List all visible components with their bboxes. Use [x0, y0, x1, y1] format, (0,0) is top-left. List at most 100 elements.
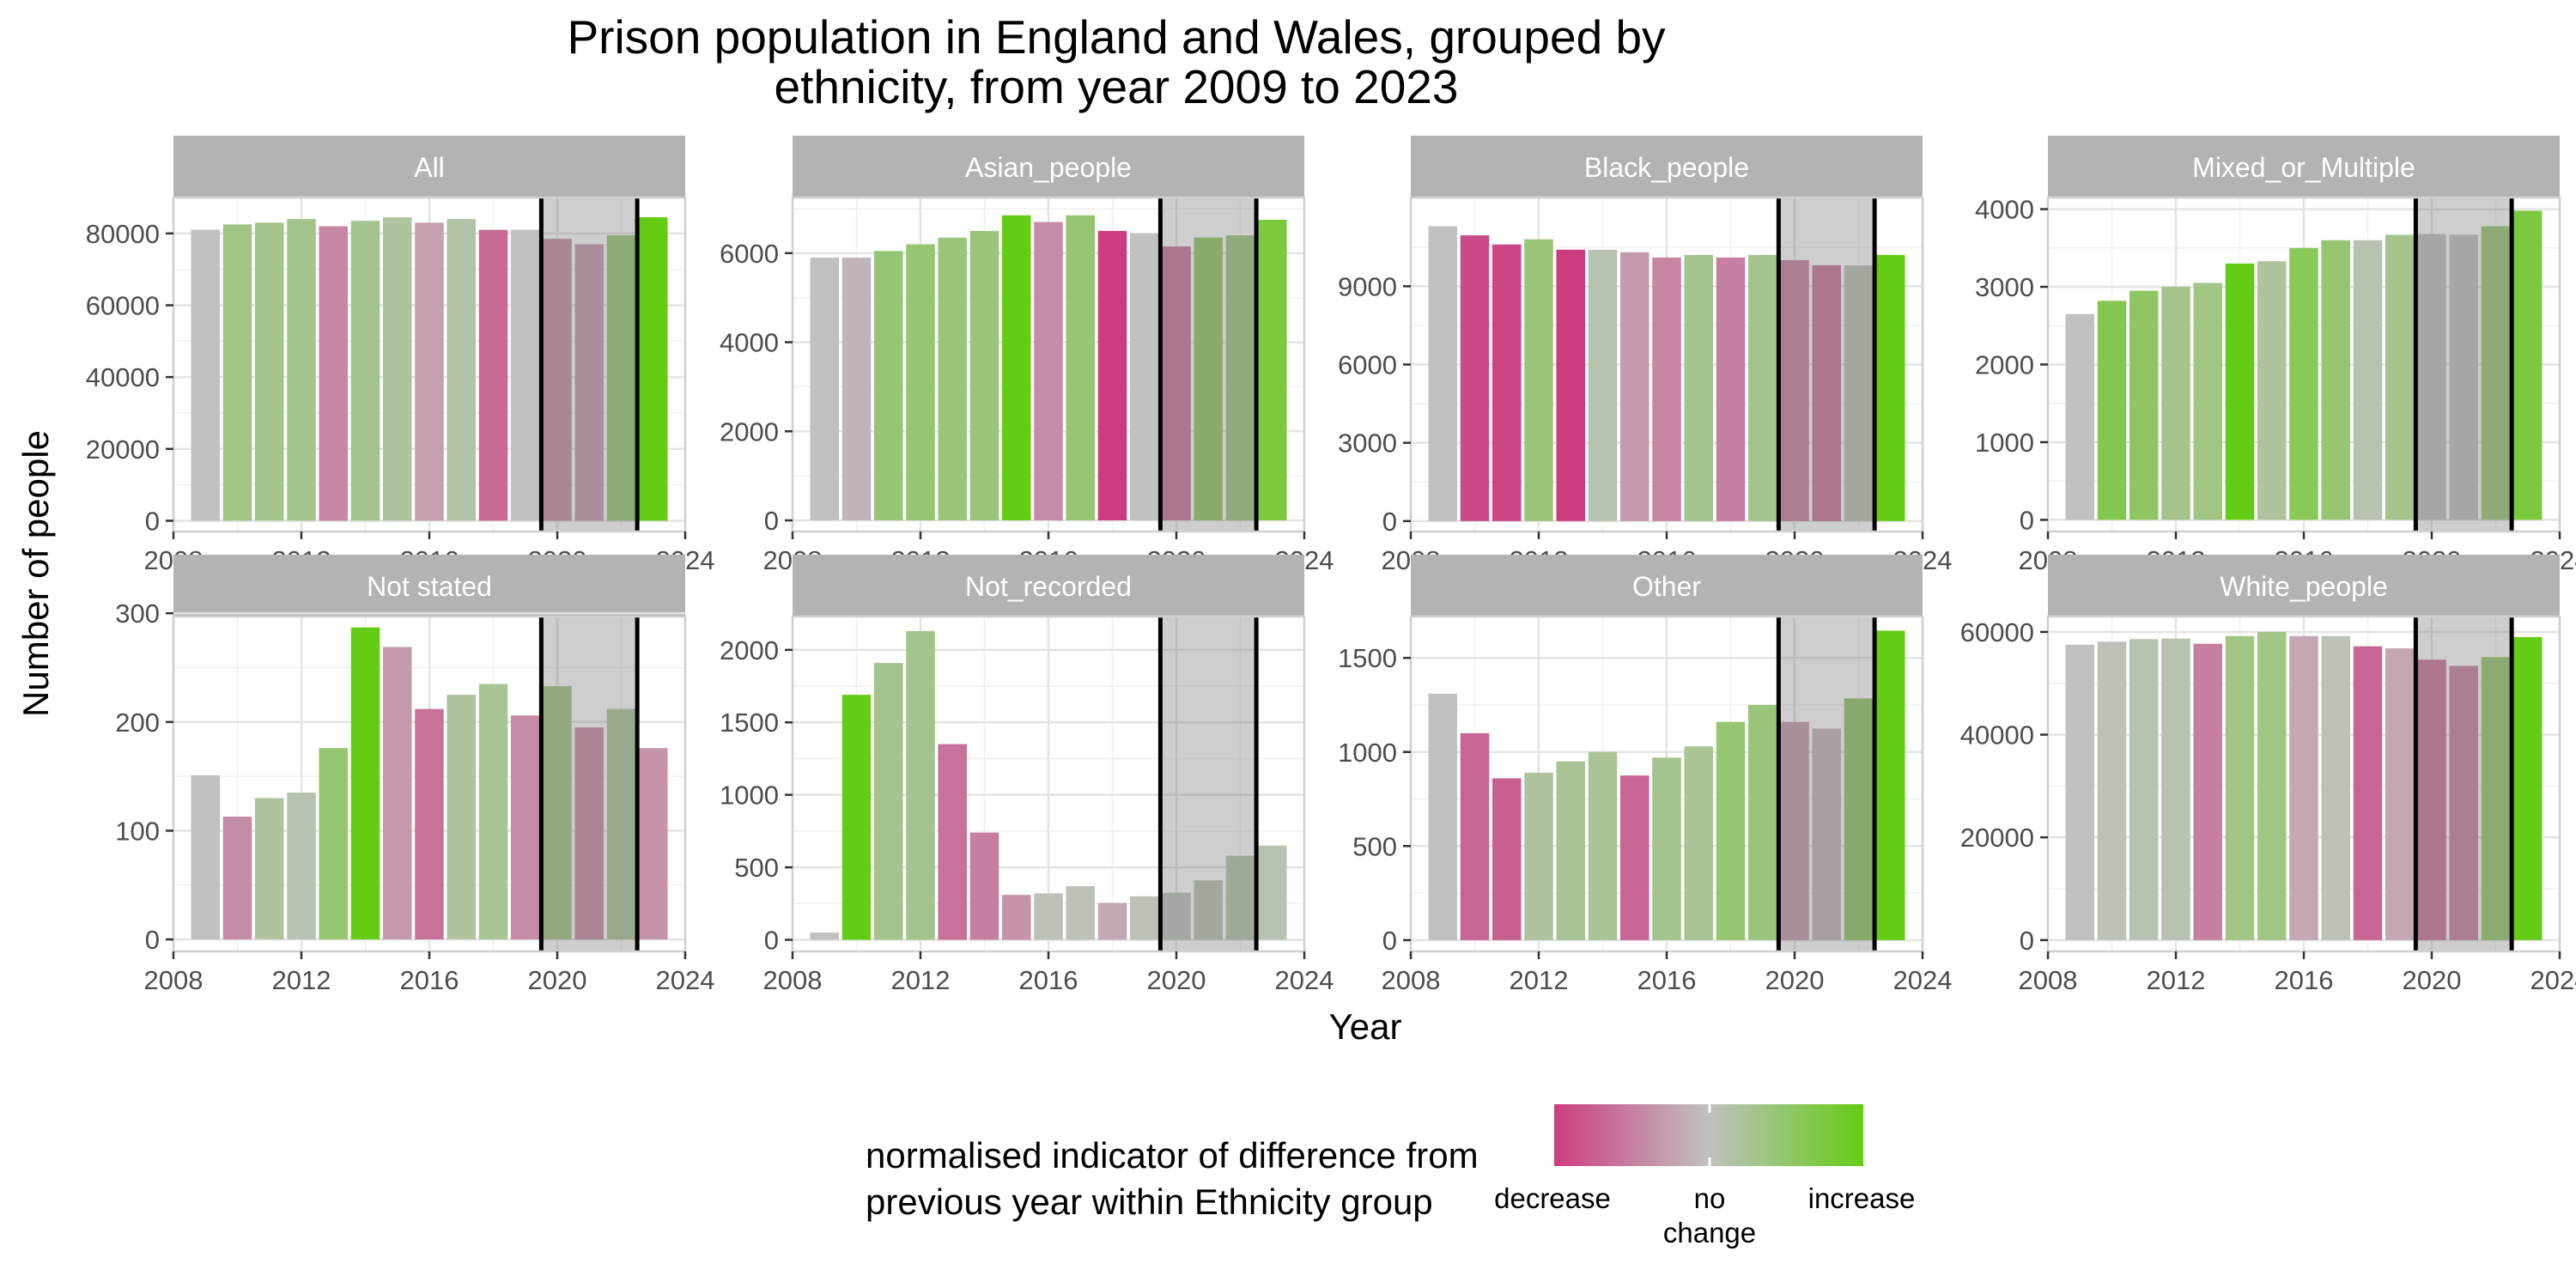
bar-not-stated-2018 [478, 683, 508, 940]
bar-asian-people-2009 [810, 258, 840, 521]
bar-white-people-2016 [2289, 635, 2318, 940]
bar-white-people-2015 [2257, 631, 2287, 940]
y-tick-label: 2000 [720, 635, 779, 665]
strip-label-black-people: Black_people [1584, 152, 1749, 183]
bar-white-people-2022 [2481, 657, 2511, 940]
y-tick-label: 1500 [1338, 643, 1397, 673]
bar-all-2020 [543, 239, 572, 521]
bar-not-stated-2010 [222, 816, 252, 940]
bar-other-2023 [1875, 630, 1905, 940]
x-tick-label: 2016 [1637, 965, 1697, 995]
bar-white-people-2019 [2385, 648, 2415, 940]
y-tick-label: 1500 [720, 708, 779, 738]
bar-other-2012 [1524, 772, 1553, 940]
y-tick-label: 60000 [86, 290, 160, 320]
bar-black-people-2023 [1875, 254, 1905, 521]
y-tick-label: 0 [145, 506, 160, 536]
bar-mixed-or-multiple-2022 [2481, 226, 2511, 520]
bar-mixed-or-multiple-2015 [2257, 261, 2287, 520]
bar-all-2021 [574, 244, 605, 521]
bar-not-stated-2012 [287, 793, 316, 940]
legend-label-decrease: decrease [1494, 1182, 1611, 1214]
legend-title-line-1: normalised indicator of difference from [866, 1135, 1479, 1176]
bar-all-2012 [287, 219, 316, 521]
y-tick-label: 60000 [1960, 617, 2034, 647]
strip-label-white-people: White_people [2220, 571, 2388, 602]
panel-not-stated: Not stated 0 100 200 300 2008 2012 2016 2020 2024 [115, 555, 714, 995]
bar-black-people-2009 [1428, 226, 1458, 521]
bar-asian-people-2017 [1066, 215, 1096, 521]
y-tick-label: 2000 [1975, 350, 2034, 380]
strip-label-mixed-or-multiple: Mixed_or_Multiple [2192, 152, 2415, 183]
bar-not-recorded-2016 [1034, 893, 1063, 940]
legend-colorbar [1554, 1104, 1863, 1166]
highlight-band [1778, 617, 1875, 951]
y-tick-label: 200 [115, 708, 160, 738]
x-tick-label: 2016 [400, 965, 459, 995]
bar-not-recorded-2017 [1066, 886, 1096, 940]
y-tick-label: 1000 [720, 781, 779, 811]
bar-not-stated-2009 [191, 775, 221, 940]
y-tick-label: 40000 [86, 362, 160, 392]
strip-label-not-recorded: Not_recorded [965, 571, 1132, 602]
highlight-band [541, 197, 638, 532]
y-tick-label: 1000 [1975, 428, 2034, 458]
bar-not-stated-2017 [447, 695, 477, 940]
bar-not-recorded-2012 [906, 630, 935, 940]
bar-asian-people-2023 [1257, 219, 1287, 521]
highlight-band [2415, 197, 2512, 532]
bar-not-stated-2015 [382, 647, 412, 940]
bar-asian-people-2021 [1194, 237, 1224, 521]
x-tick-label: 2016 [2275, 965, 2334, 995]
highlight-band [1160, 197, 1257, 532]
bar-not-recorded-2013 [938, 744, 968, 940]
bar-mixed-or-multiple-2021 [2449, 234, 2479, 520]
bar-not-stated-2011 [254, 798, 284, 940]
bar-black-people-2021 [1812, 265, 1842, 521]
panel-white-people: White_people 0 20000 40000 60000 2008 2012 2016… [1960, 555, 2576, 995]
bar-not-stated-2016 [415, 708, 444, 940]
bar-black-people-2014 [1588, 249, 1618, 521]
bar-mixed-or-multiple-2011 [2129, 290, 2159, 520]
x-tick-label: 2008 [1382, 965, 1441, 995]
x-tick-label: 2024 [2530, 965, 2576, 995]
bar-other-2014 [1588, 751, 1618, 940]
bar-not-stated-2014 [350, 627, 380, 940]
bar-all-2010 [222, 224, 252, 521]
bar-asian-people-2014 [969, 230, 999, 521]
bar-white-people-2017 [2321, 635, 2351, 940]
chart-title-line-2: ethnicity, from year 2009 to 2023 [775, 60, 1459, 113]
y-tick-label: 3000 [1338, 428, 1397, 459]
x-tick-label: 2024 [1275, 965, 1334, 995]
bar-not-recorded-2022 [1225, 855, 1255, 940]
y-tick-label: 20000 [86, 434, 160, 465]
y-tick-label: 80000 [86, 219, 160, 249]
y-tick-label: 0 [145, 925, 160, 955]
y-tick-label: 3000 [1975, 272, 2034, 302]
bar-not-stated-2023 [638, 748, 668, 940]
y-tick-label: 300 [115, 598, 160, 629]
bar-not-recorded-2009 [810, 933, 840, 940]
y-tick-label: 2000 [720, 416, 779, 447]
bar-all-2015 [382, 217, 412, 521]
x-tick-label: 2024 [1893, 965, 1953, 995]
bar-mixed-or-multiple-2010 [2097, 301, 2127, 520]
x-tick-label: 2012 [891, 965, 951, 995]
x-tick-label: 2016 [1019, 965, 1078, 995]
highlight-band [541, 617, 638, 951]
bar-not-recorded-2018 [1097, 902, 1127, 940]
bar-not-stated-2013 [319, 748, 349, 940]
bar-black-people-2016 [1652, 257, 1681, 521]
x-tick-label: 2012 [272, 965, 331, 995]
highlight-band [1778, 197, 1875, 532]
y-tick-label: 1000 [1338, 738, 1397, 768]
bar-other-2016 [1652, 757, 1681, 940]
bar-white-people-2010 [2097, 641, 2127, 940]
bar-white-people-2012 [2161, 638, 2190, 940]
bar-other-2015 [1619, 775, 1649, 940]
bar-not-stated-2021 [574, 727, 605, 940]
bar-other-2011 [1492, 778, 1522, 940]
bar-black-people-2010 [1460, 235, 1490, 521]
x-tick-label: 2024 [656, 965, 715, 995]
